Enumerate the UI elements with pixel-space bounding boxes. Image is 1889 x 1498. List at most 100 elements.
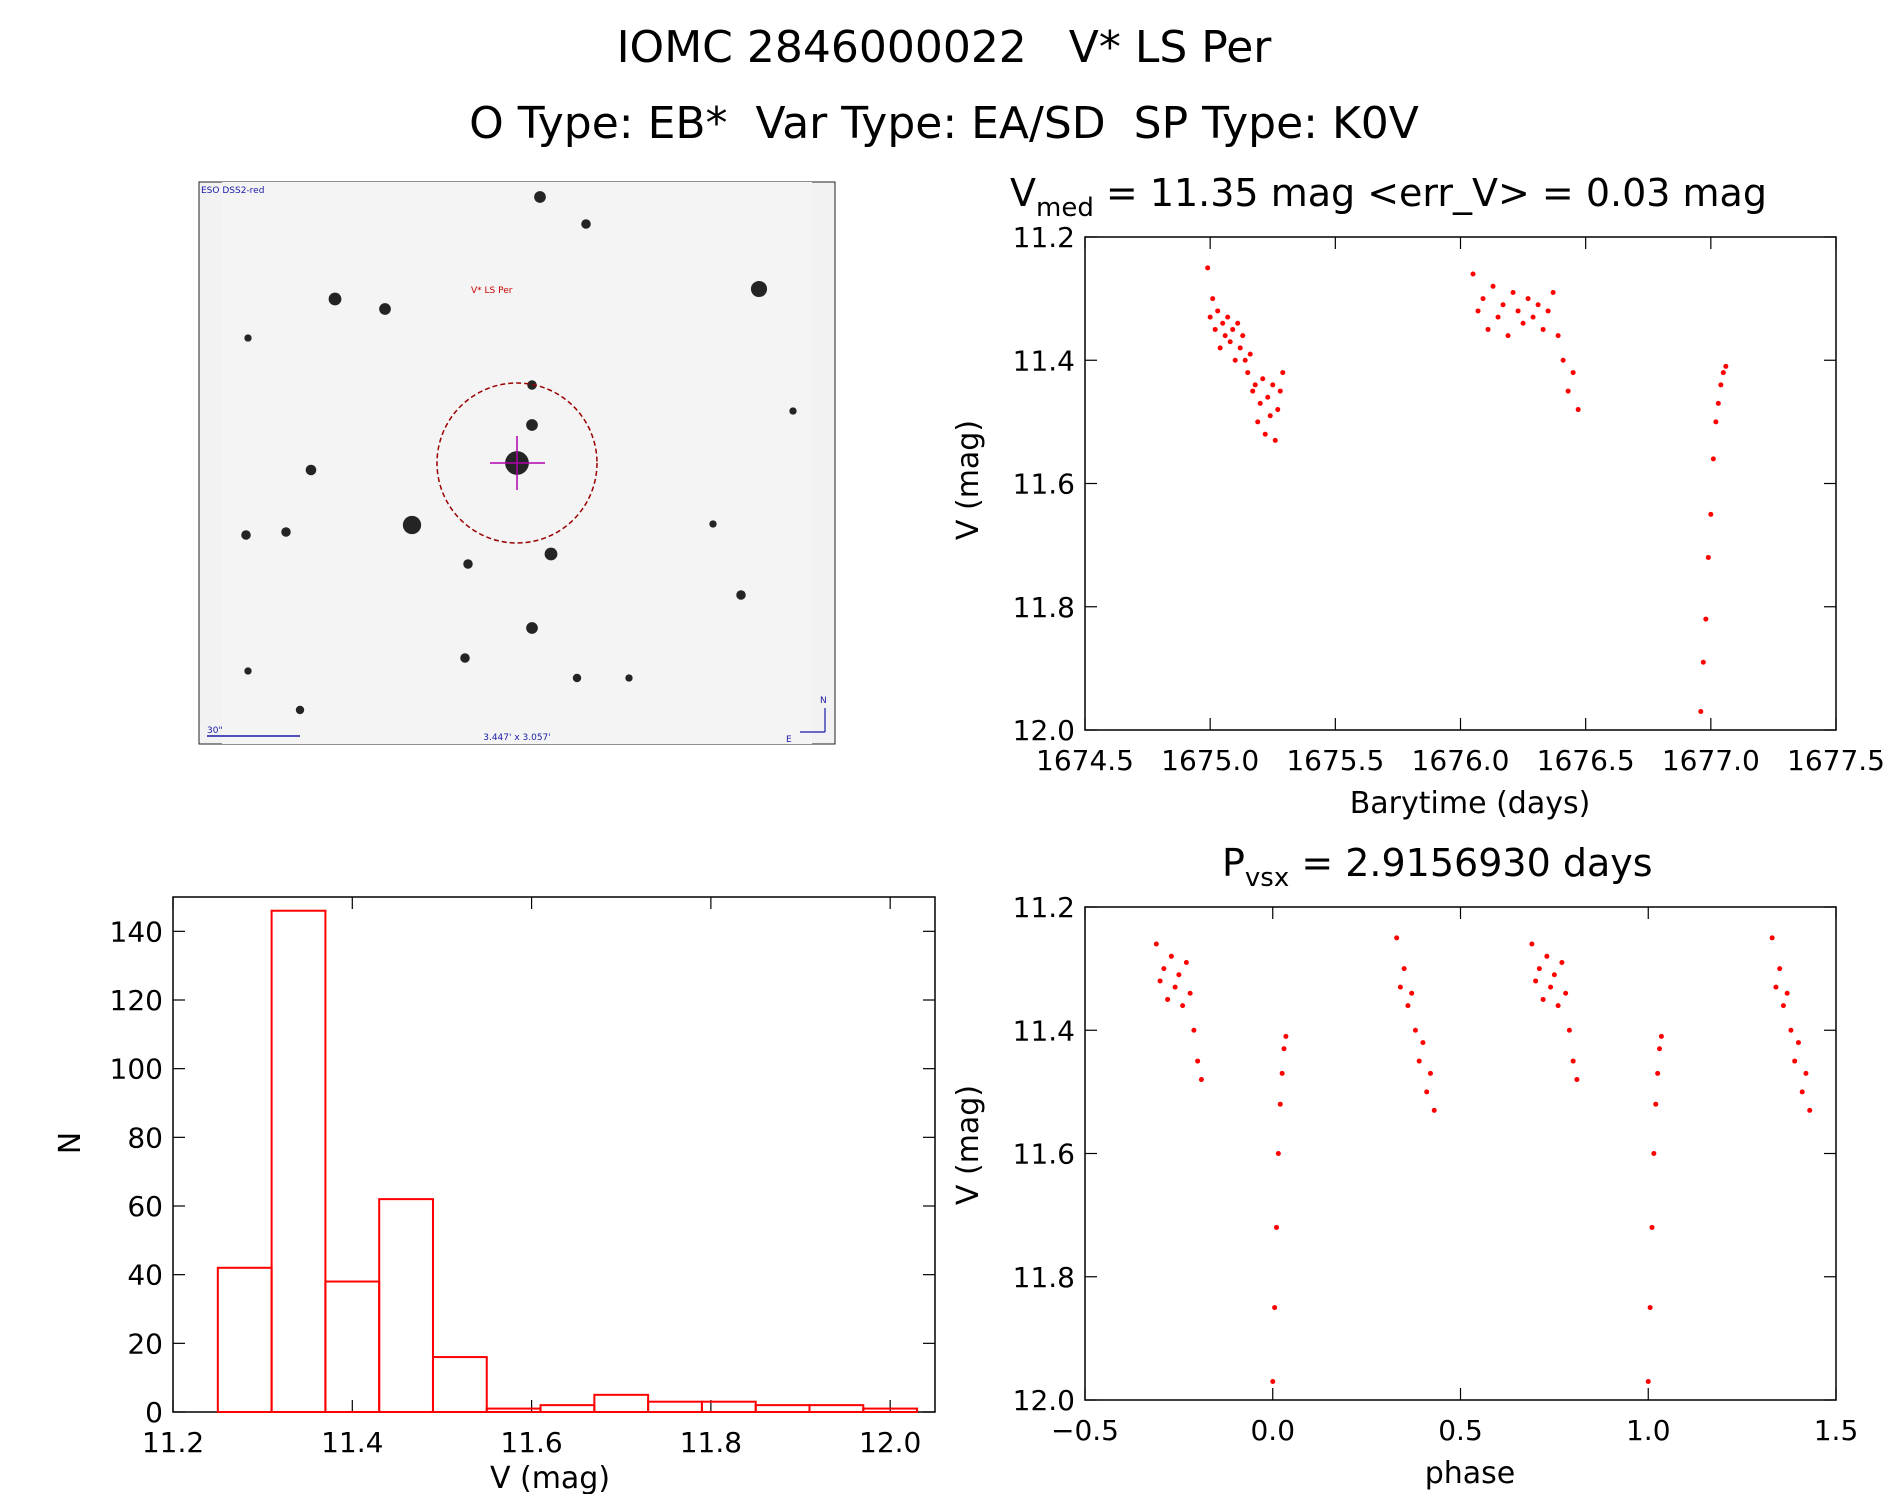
- lightcurve-point: [1250, 388, 1256, 394]
- star: [581, 219, 591, 229]
- phased-point: [1769, 935, 1775, 941]
- target-circle: [436, 382, 598, 544]
- lightcurve-point: [1708, 511, 1714, 517]
- histogram-bar: [593, 1393, 650, 1414]
- star: [526, 622, 538, 634]
- phased-point: [1272, 1305, 1278, 1311]
- star: [544, 547, 558, 561]
- phased-point: [1555, 1003, 1561, 1009]
- phased-point: [1533, 978, 1539, 984]
- lightcurve-point: [1212, 326, 1218, 332]
- phased-point: [1274, 1224, 1280, 1230]
- ph-ytick-label: 12.0: [1013, 1384, 1075, 1417]
- phased-point: [1191, 1027, 1197, 1033]
- lightcurve-point: [1705, 554, 1711, 560]
- phased-point: [1548, 984, 1554, 990]
- star: [244, 667, 252, 675]
- star: [625, 674, 633, 682]
- lightcurve-point: [1215, 308, 1221, 314]
- star: [241, 530, 251, 540]
- phased-point: [1559, 959, 1565, 965]
- hist-xtick-label: 11.8: [680, 1426, 742, 1459]
- star: [736, 590, 746, 600]
- lightcurve-point: [1260, 376, 1266, 382]
- phased-point: [1777, 966, 1783, 972]
- lightcurve-title: Vmed = 11.35 mag <err_V> = 0.03 mag: [1010, 171, 1767, 223]
- phased-title-sub: vsx: [1245, 863, 1289, 893]
- phased-point: [1283, 1033, 1289, 1039]
- histogram-bar: [700, 1400, 757, 1413]
- star: [526, 419, 538, 431]
- lightcurve-axes: 1674.5 1675.0 1675.5 1676.0 1676.5 1677.0 1677…: [1013, 221, 1885, 777]
- lc-ytick-label: 11.2: [1013, 221, 1075, 254]
- star: [328, 292, 342, 306]
- histogram-panel: 11.2 11.4 11.6 11.8 12.0 0 20 40 60 80 100 120 140 V…: [53, 896, 936, 1496]
- ph-xtick-label: −0.5: [1051, 1414, 1119, 1447]
- lightcurve-point: [1277, 388, 1283, 394]
- phased-point: [1544, 953, 1550, 959]
- phased-axes: −0.5 0.0 0.5 1.0 1.5 11.2 11.4 11.6 11.8 12.0: [1013, 891, 1859, 1447]
- histogram-xlabel: V (mag): [490, 1461, 610, 1494]
- phased-point: [1780, 1003, 1786, 1009]
- finder-stars: [241, 191, 797, 715]
- lightcurve-point: [1227, 339, 1233, 345]
- star: [379, 303, 391, 315]
- lightcurve-point: [1715, 400, 1721, 406]
- lightcurve-point: [1220, 320, 1226, 326]
- phased-point: [1161, 966, 1167, 972]
- ph-xtick-label: 1.5: [1814, 1414, 1859, 1447]
- lightcurve-point: [1252, 382, 1258, 388]
- lightcurve-point: [1710, 456, 1716, 462]
- phased-point: [1165, 996, 1171, 1002]
- lightcurve-point: [1700, 659, 1706, 665]
- lightcurve-point: [1230, 326, 1236, 332]
- phased-point: [1773, 984, 1779, 990]
- lightcurve-point: [1718, 382, 1724, 388]
- phased-point: [1412, 1027, 1418, 1033]
- finder-chart: ESO DSS2-red V* LS Per 30" 3.447' x 3.05…: [198, 181, 836, 745]
- lightcurve-title-rest: = 11.35 mag <err_V> = 0.03 mag: [1094, 171, 1767, 215]
- lightcurve-point: [1723, 363, 1729, 369]
- phased-point: [1424, 1089, 1430, 1095]
- lightcurve-point: [1565, 388, 1571, 394]
- lightcurve-point: [1560, 357, 1566, 363]
- phased-point: [1431, 1107, 1437, 1113]
- histogram-bar: [324, 1280, 381, 1413]
- lightcurve-xlabel: Barytime (days): [1350, 786, 1591, 821]
- compass-north-label: N: [820, 696, 827, 706]
- histogram-ylabel: N: [53, 1132, 88, 1154]
- histogram-bars: [216, 909, 919, 1414]
- lightcurve-point: [1235, 320, 1241, 326]
- phased-point: [1653, 1101, 1659, 1107]
- lightcurve-point: [1485, 326, 1491, 332]
- phased-point: [1405, 1003, 1411, 1009]
- phased-point: [1279, 1070, 1285, 1076]
- histogram-bar: [485, 1407, 542, 1413]
- star: [527, 380, 537, 390]
- lightcurve-point: [1698, 709, 1704, 715]
- histogram-bar: [862, 1407, 919, 1413]
- phased-point: [1649, 1224, 1655, 1230]
- hist-plot-frame: [172, 896, 936, 1413]
- lightcurve-point: [1475, 308, 1481, 314]
- title-line2: O Type: EB* Var Type: EA/SD SP Type: K0V: [469, 98, 1419, 149]
- phased-title-rest: = 2.9156930 days: [1289, 841, 1652, 885]
- hist-xtick-label: 11.2: [142, 1426, 204, 1459]
- hist-ytick-label: 100: [110, 1053, 163, 1086]
- lc-xtick-label: 1676.5: [1537, 744, 1635, 777]
- lightcurve-point: [1222, 333, 1228, 339]
- phased-panel: Pvsx = 2.9156930 days −0.5 0.0 0.5 1.0 1.5 11…: [951, 841, 1858, 1491]
- lightcurve-point: [1275, 407, 1281, 413]
- phased-point: [1270, 1379, 1276, 1385]
- histogram-axes: 11.2 11.4 11.6 11.8 12.0 0 20 40 60 80 100 120 140: [110, 896, 936, 1459]
- histogram-bar: [270, 909, 327, 1413]
- hist-ytick-label: 20: [127, 1327, 163, 1360]
- lightcurve-point: [1280, 370, 1286, 376]
- lightcurve-point: [1245, 370, 1251, 376]
- lightcurve-point: [1225, 314, 1231, 320]
- phased-point: [1795, 1040, 1801, 1046]
- lightcurve-point: [1210, 296, 1216, 302]
- lightcurve-points: [1205, 265, 1729, 715]
- histogram-bar: [431, 1356, 488, 1413]
